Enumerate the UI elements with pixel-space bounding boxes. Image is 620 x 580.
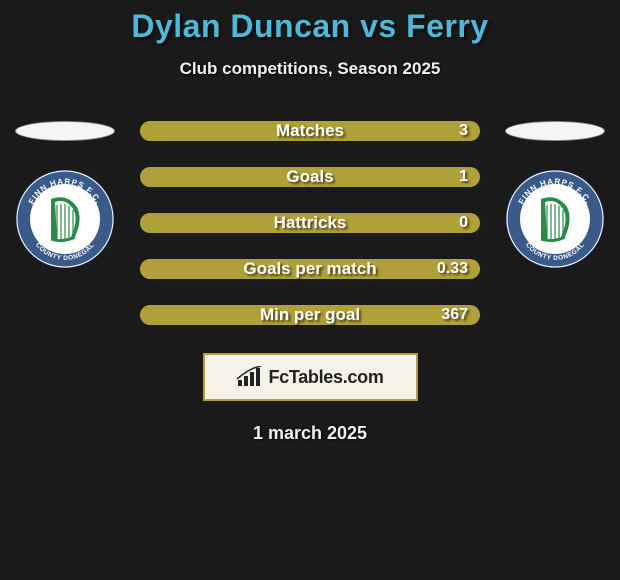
source-logo-box: FcTables.com [203, 353, 418, 401]
finn-harps-badge-icon: FINN HARPS F.C. COUNTY DONEGAL [15, 169, 115, 269]
bar-fill [140, 167, 480, 187]
stat-bar: Matches 3 [140, 121, 480, 141]
stat-bar: Goals per match 0.33 [140, 259, 480, 279]
main-row: FINN HARPS F.C. COUNTY DONEGAL [0, 121, 620, 325]
stat-bar: Hattricks 0 [140, 213, 480, 233]
infographic-container: Dylan Duncan vs Ferry Club competitions,… [0, 0, 620, 444]
bar-fill [140, 213, 480, 233]
bar-fill [140, 121, 480, 141]
bar-fill [140, 259, 480, 279]
club-badge-left: FINN HARPS F.C. COUNTY DONEGAL [15, 169, 115, 269]
player-photo-placeholder-right [505, 121, 605, 141]
stats-bars: Matches 3 Goals 1 Hattricks 0 Goals per … [140, 121, 480, 325]
left-player-col: FINN HARPS F.C. COUNTY DONEGAL [10, 121, 120, 269]
date-text: 1 march 2025 [0, 423, 620, 444]
player-photo-placeholder-left [15, 121, 115, 141]
stat-bar: Min per goal 367 [140, 305, 480, 325]
bar-fill [140, 305, 480, 325]
stat-bar: Goals 1 [140, 167, 480, 187]
finn-harps-badge-icon: FINN HARPS F.C. COUNTY DONEGAL [505, 169, 605, 269]
subtitle: Club competitions, Season 2025 [0, 59, 620, 79]
club-badge-right: FINN HARPS F.C. COUNTY DONEGAL [505, 169, 605, 269]
page-title: Dylan Duncan vs Ferry [0, 8, 620, 45]
bar-chart-icon [236, 366, 262, 388]
right-player-col: FINN HARPS F.C. COUNTY DONEGAL [500, 121, 610, 269]
source-logo-text: FcTables.com [268, 367, 383, 388]
